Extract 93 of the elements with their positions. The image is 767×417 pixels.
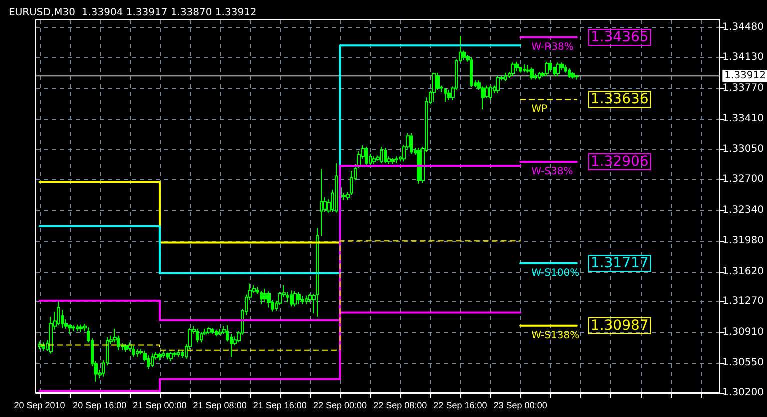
x-tick-label: 21 Sep 16:00 xyxy=(253,400,307,410)
candlestick xyxy=(132,346,135,358)
candlestick xyxy=(151,353,154,368)
data-label: 1.32906 xyxy=(590,154,649,170)
series-label: W-R38% xyxy=(532,42,574,53)
candlestick xyxy=(571,72,575,80)
candlestick xyxy=(215,329,218,338)
candlestick xyxy=(545,61,549,77)
series-label: WP xyxy=(532,104,548,116)
candlestick xyxy=(305,295,308,305)
candlestick xyxy=(260,290,263,305)
y-tick-label: 1.33050 xyxy=(722,144,764,156)
candlestick xyxy=(380,146,383,164)
candlestick xyxy=(365,146,368,166)
candlestick xyxy=(320,168,323,236)
candlestick xyxy=(169,352,173,362)
candlestick xyxy=(290,290,293,308)
x-tick-label: 21 Sep 00:00 xyxy=(133,400,187,410)
candlestick xyxy=(267,290,271,308)
candlestick xyxy=(470,57,473,88)
candlestick xyxy=(523,64,526,73)
candlestick xyxy=(293,290,297,308)
y-tick-label: 1.31980 xyxy=(722,236,764,247)
x-tick-label: 22 Sep 08:00 xyxy=(374,400,428,410)
y-tick-label: 1.34130 xyxy=(722,52,764,64)
candlestick xyxy=(553,66,556,77)
candlestick xyxy=(177,350,180,358)
y-tick-label: 1.30200 xyxy=(722,388,764,398)
candlestick xyxy=(489,85,492,101)
candlestick xyxy=(162,350,165,359)
x-tick-label: 22 Sep 16:00 xyxy=(434,400,488,410)
candlestick xyxy=(519,66,522,74)
candlestick xyxy=(79,324,83,333)
data-label: 1.31717 xyxy=(590,256,649,272)
candlestick xyxy=(444,88,447,102)
candlestick xyxy=(207,326,211,335)
y-tick-label: 1.31270 xyxy=(722,296,764,308)
candlestick xyxy=(124,344,128,353)
candlestick xyxy=(417,148,421,184)
series-label: W-S38% xyxy=(532,166,574,178)
y-tick-label: 1.33770 xyxy=(722,82,764,94)
y-tick-label: 1.30550 xyxy=(722,358,764,369)
series-label: W-S138% xyxy=(532,330,580,342)
candlestick xyxy=(384,148,387,164)
y-tick-label: 1.30910 xyxy=(722,326,764,338)
candlestick xyxy=(297,292,301,305)
candlestick xyxy=(504,72,507,82)
candlestick xyxy=(432,72,436,102)
candlestick xyxy=(530,67,534,80)
y-tick-label: 1.32340 xyxy=(722,204,764,216)
candlestick xyxy=(200,332,203,344)
x-tick-label: 23 Sep 00:00 xyxy=(494,400,548,410)
candlestick xyxy=(136,348,139,358)
candlestick xyxy=(391,158,395,165)
candlestick xyxy=(218,328,222,336)
candlestick xyxy=(538,72,541,80)
x-tick-label: 21 Sep 08:00 xyxy=(193,400,247,410)
candlestick xyxy=(316,228,319,318)
candlestick xyxy=(496,76,500,94)
candlestick xyxy=(158,352,162,362)
y-tick-label: 1.34480 xyxy=(722,22,764,34)
candlestick xyxy=(76,324,79,332)
candlestick xyxy=(568,68,571,79)
x-tick-label: 22 Sep 00:00 xyxy=(313,400,368,410)
candlestick xyxy=(196,328,199,344)
candlestick xyxy=(335,162,338,214)
candlestick xyxy=(447,89,451,101)
candlestick xyxy=(301,296,304,305)
ref-line-label: 1.33912 xyxy=(724,70,766,82)
candlestick xyxy=(575,75,579,80)
x-tick-label: 20 Sep 16:00 xyxy=(73,400,127,410)
candlestick xyxy=(395,156,398,164)
candlestick xyxy=(173,352,177,358)
candlestick xyxy=(211,328,214,335)
y-tick-label: 1.33410 xyxy=(722,114,764,125)
x-tick-label: 20 Sep 2010 xyxy=(14,400,66,410)
candlestick xyxy=(57,299,60,326)
data-label: 1.34365 xyxy=(590,30,649,46)
data-label: 1.30987 xyxy=(590,318,649,334)
candlestick xyxy=(410,133,413,155)
candlestick xyxy=(42,342,45,352)
candlestick xyxy=(72,325,75,332)
candlestick xyxy=(372,156,376,165)
candlestick xyxy=(556,62,560,77)
candlestick xyxy=(147,354,150,370)
chart-title: EURUSD,M30 1.33904 1.33917 1.33870 1.33912 xyxy=(9,8,257,18)
candlestick xyxy=(511,62,515,77)
series-label: W-S100% xyxy=(532,268,580,280)
y-tick-label: 1.31620 xyxy=(722,266,764,278)
candlestick xyxy=(263,288,267,304)
candlestick xyxy=(166,352,169,360)
data-label: 1.33636 xyxy=(590,92,649,108)
y-tick-label: 1.32700 xyxy=(722,174,764,186)
